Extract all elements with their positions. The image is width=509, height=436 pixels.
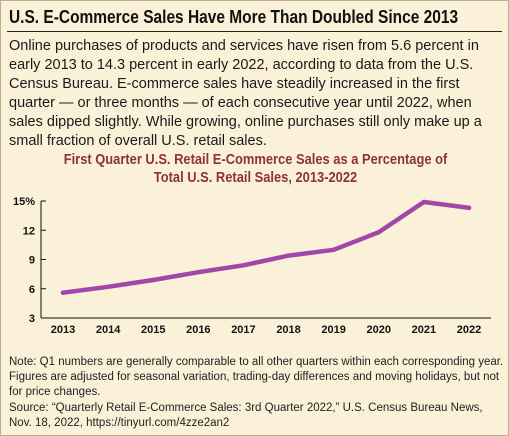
series [60, 199, 472, 295]
x-tick-label: 2021 [412, 324, 436, 336]
x-tick-label: 2019 [321, 324, 345, 336]
line-chart: 3 6 9 12 15% 2013 2014 2015 2016 2017 2018 2019 202… [13, 196, 491, 336]
intro-paragraph: Online purchases of products and service… [9, 38, 482, 149]
x-tick-label: 2017 [231, 324, 255, 336]
chart-title-line-1: First Quarter U.S. Retail E-Commerce Sal… [63, 151, 448, 168]
data-point [105, 284, 111, 289]
x-tick-label: 2016 [186, 324, 210, 336]
series-line [60, 199, 472, 295]
data-point [466, 205, 472, 211]
y-tick-label: 12 [23, 225, 35, 237]
footnote: Note: Q1 numbers are generally comparabl… [9, 356, 504, 398]
x-tick-label: 2022 [457, 324, 481, 336]
data-point [241, 263, 246, 268]
x-tick-label: 2013 [51, 324, 75, 336]
chart-title-line-2: Total U.S. Retail Sales, 2013-2022 [153, 169, 358, 186]
headline-divider [7, 31, 502, 32]
data-point [331, 247, 336, 252]
x-axis: 2013 2014 2015 2016 2017 2018 2019 2020 2021 2022 [41, 317, 491, 336]
x-tick-label: 2015 [141, 324, 165, 336]
headline: U.S. E-Commerce Sales Have More Than Dou… [9, 7, 459, 27]
x-tick-label: 2014 [96, 324, 121, 336]
data-point [286, 253, 291, 258]
y-axis: 3 6 9 12 15% [13, 196, 46, 325]
x-tick-label: 2018 [276, 324, 300, 336]
y-tick-label: 3 [29, 313, 35, 325]
x-tick-label: 2020 [367, 324, 391, 336]
data-point [421, 199, 427, 205]
data-point [376, 230, 381, 235]
y-tick-label: 6 [29, 284, 35, 296]
source-citation: Source: “Quarterly Retail E-Commerce Sal… [9, 402, 483, 429]
y-tick-label: 9 [29, 255, 35, 267]
data-point [60, 290, 66, 295]
y-tick-label: 15% [13, 196, 35, 208]
data-point [196, 269, 201, 275]
data-point [151, 277, 156, 283]
